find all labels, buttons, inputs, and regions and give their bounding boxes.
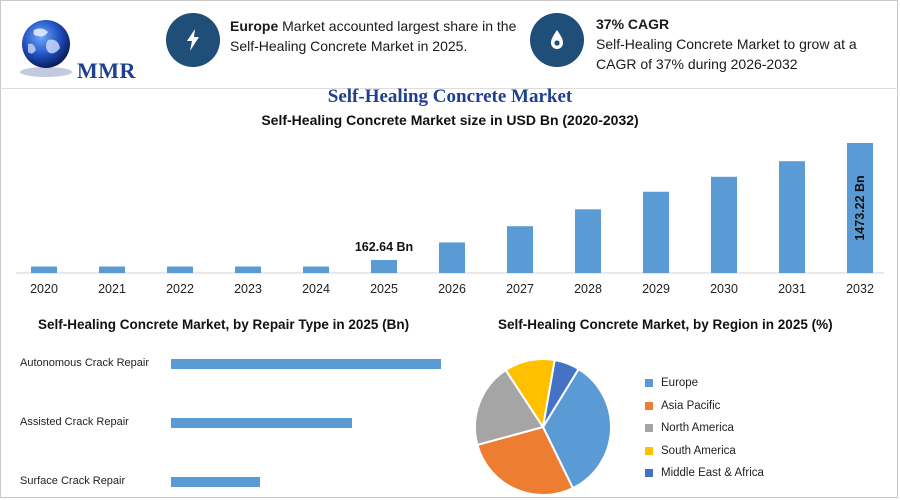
bar-2020 [31, 266, 57, 273]
repair-type-label-1: Assisted Crack Repair [20, 416, 129, 428]
highlight-cagr-text: Self-Healing Concrete Market to grow at … [596, 36, 857, 72]
bar-2027 [507, 226, 533, 273]
legend-item-1: Asia Pacific [645, 395, 764, 418]
logo-text: MMR [77, 58, 136, 83]
mmr-logo: MMR [14, 14, 144, 83]
repair-type-label-2: Surface Crack Repair [20, 475, 126, 487]
x-tick-2024: 2024 [302, 282, 330, 296]
bar-2025 [371, 260, 397, 273]
region-chart-title: Self-Healing Concrete Market, by Region … [498, 317, 833, 332]
region-pie-chart [474, 358, 612, 496]
repair-type-chart-title: Self-Healing Concrete Market, by Repair … [38, 317, 410, 332]
x-tick-2028: 2028 [574, 282, 602, 296]
bar-2021 [99, 266, 125, 273]
region-legend: Europe Asia Pacific North America South Ame… [645, 372, 764, 485]
header-divider [0, 88, 898, 89]
repair-type-bar-1 [171, 418, 352, 428]
bar-chart-title: Self-Healing Concrete Market size in USD… [261, 112, 639, 128]
pie-slice-0 [541, 367, 612, 490]
bar-2022 [167, 266, 193, 273]
highlight-region: Europe Market accounted largest share in… [230, 16, 525, 56]
bar-2031 [779, 161, 805, 273]
legend-swatch-2 [645, 424, 653, 433]
data-label-2025: 162.64 Bn [355, 240, 413, 254]
globe-icon [20, 20, 72, 77]
x-tick-2022: 2022 [166, 282, 194, 296]
pie-slice-4 [542, 358, 580, 428]
x-tick-2032: 2032 [846, 282, 874, 296]
x-tick-2021: 2021 [98, 282, 126, 296]
legend-label-4: Middle East & Africa [661, 467, 764, 480]
legend-item-4: Middle East & Africa [645, 462, 764, 485]
legend-swatch-4 [645, 469, 653, 478]
repair-type-bar-2 [171, 477, 261, 487]
x-tick-2026: 2026 [438, 282, 466, 296]
repair-type-label-0: Autonomous Crack Repair [20, 357, 150, 369]
legend-swatch-0 [645, 379, 653, 388]
bar-2029 [643, 191, 669, 273]
market-size-bar-chart: 2020 2021 2022 2023 2024 2025 162.64 Bn 2026 202… [16, 143, 884, 296]
x-tick-2027: 2027 [506, 282, 534, 296]
main-title: Self-Healing Concrete Market [327, 86, 573, 107]
legend-item-3: South America [645, 440, 764, 463]
growth-icon [551, 30, 563, 49]
highlight-region-text: Market accounted largest share in the Se… [230, 18, 517, 54]
lightning-icon [187, 29, 199, 51]
bar-2026 [439, 242, 465, 273]
legend-swatch-1 [645, 401, 653, 410]
legend-label-0: Europe [661, 377, 699, 390]
legend-item-0: Europe [645, 372, 764, 395]
bar-2023 [235, 266, 261, 273]
legend-label-3: South America [661, 444, 736, 457]
growth-icon-badge [530, 13, 584, 67]
x-tick-2020: 2020 [30, 282, 58, 296]
pie-slice-1 [476, 425, 575, 496]
repair-type-bar-0 [171, 359, 441, 369]
x-tick-2031: 2031 [778, 282, 806, 296]
bar-2024 [303, 266, 329, 273]
bar-2030 [711, 176, 737, 273]
legend-label-2: North America [661, 422, 734, 435]
legend-item-2: North America [645, 417, 764, 440]
lightning-icon-badge [166, 13, 220, 67]
legend-label-1: Asia Pacific [661, 399, 721, 412]
bar-2032 [847, 143, 873, 273]
x-tick-2025: 2025 [370, 282, 398, 296]
x-tick-2030: 2030 [710, 282, 738, 296]
x-tick-2029: 2029 [642, 282, 670, 296]
highlight-cagr-title: 37% CAGR [596, 16, 670, 32]
pie-slice-2 [474, 368, 545, 447]
legend-swatch-3 [645, 446, 653, 455]
data-label-2032: 1473.22 Bn [853, 175, 867, 240]
highlight-region-bold: Europe [230, 18, 279, 34]
x-tick-2023: 2023 [234, 282, 262, 296]
bar-2028 [575, 209, 601, 273]
